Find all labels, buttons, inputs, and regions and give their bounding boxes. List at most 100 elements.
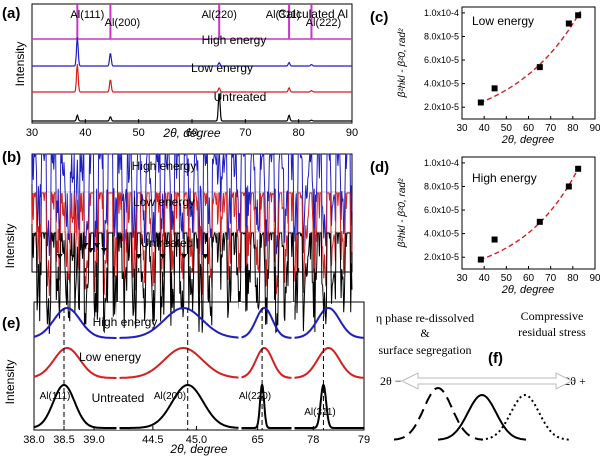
series-untreated-a	[32, 93, 352, 122]
phase-marker-5	[135, 254, 142, 259]
series-untreated-e-seg3	[293, 384, 364, 429]
x-tick-label-d-3: 60	[523, 273, 535, 284]
phase-marker-1	[82, 243, 89, 248]
x-tick-label-a-3: 60	[186, 127, 198, 139]
panel-f-right-text-1: Compressive	[521, 309, 584, 323]
x-tick-label-e-4: 45.0	[186, 434, 207, 446]
panel-e-x-ticks: 38.0 38.5 39.0 44.5 45.0 65 78 79	[23, 426, 370, 446]
panel-c: 30 40 50 60 70 80 90 2.0x10-5 4.0x10-5 6.0x10-5 8.…	[370, 6, 600, 146]
peak-label-al311: Al(311)	[304, 407, 336, 418]
fit-curve-d	[479, 163, 582, 261]
data-point-c-0	[477, 99, 484, 106]
y-tick-label-d-2: 6.0x10-5	[424, 205, 459, 215]
series-label-untreated-a: Untreated	[214, 90, 267, 104]
phase-marker-6	[159, 254, 166, 259]
panel-d-label: (d)	[370, 159, 389, 176]
x-tick-label-c-4: 70	[545, 123, 557, 134]
x-tick-label-a-0: 30	[26, 127, 38, 139]
x-tick-label-e-0: 38.0	[23, 434, 44, 446]
panel-b-markers	[56, 243, 209, 259]
series-low-e-seg3	[293, 347, 364, 379]
panel-c-annotation: Low energy	[472, 14, 534, 28]
data-point-c-2	[536, 64, 543, 71]
panel-f-label: (f)	[488, 350, 503, 367]
panel-f: η phase re-dissolved & surface segregati…	[376, 309, 586, 441]
x-tick-label-a-4: 70	[239, 127, 251, 139]
reference-label-0: Al(111)	[70, 9, 104, 21]
data-point-d-4	[575, 165, 582, 172]
series-label-high-b: High energy	[132, 159, 197, 173]
panel-c-ylabel: β²hkl - β²0, rad²	[397, 28, 408, 98]
phase-marker-8	[202, 254, 209, 259]
series-untreated-e-seg2	[240, 384, 293, 429]
panel-e-frame	[33, 301, 365, 431]
data-point-d-0	[477, 256, 484, 263]
panel-d-plot: 30 40 50 60 70 80 90 2.0x10-5 4.0x10-5 6.0x10-5 8.…	[424, 158, 600, 284]
panel-d-ylabel: β²hkl - β²0, rad²	[397, 178, 408, 248]
panel-c-label: (c)	[370, 9, 388, 26]
phase-marker-7	[181, 254, 187, 259]
x-tick-label-d-1: 40	[479, 273, 491, 284]
reference-label-2: Al(220)	[201, 9, 236, 21]
data-point-c-1	[491, 85, 498, 92]
peak-reference	[437, 393, 527, 441]
series-low-b	[31, 192, 353, 297]
reference-label-4: Al(222)	[306, 17, 341, 29]
y-tick-label-c-0: 2.0x10-5	[424, 102, 459, 112]
series-label-untreated-e: Untreated	[92, 391, 145, 405]
x-tick-label-c-2: 50	[501, 123, 513, 134]
series-high-e-seg3	[293, 307, 364, 339]
peak-label-al220: Al(220)	[239, 391, 271, 402]
panel-e-label: (e)	[2, 315, 20, 332]
panel-c-xlabel: 2θ, degree	[501, 134, 554, 146]
x-tick-label-e-3: 44.5	[142, 434, 163, 446]
panel-f-left-text-3: surface segregation	[379, 343, 472, 357]
panel-e-ylabel: Intensity	[3, 360, 17, 405]
reference-label-3: Al(311)	[266, 9, 301, 21]
panel-b: (b) Intensity High energy Low energy Unt…	[2, 149, 353, 335]
x-tick-label-d-6: 90	[589, 273, 600, 284]
data-point-c-3	[565, 20, 572, 27]
series-high-a	[32, 37, 352, 67]
x-tick-label-e-5: 65	[252, 434, 264, 446]
peak-shifted-right	[480, 393, 570, 441]
y-tick-label-d-0: 2.0x10-5	[424, 252, 459, 262]
phase-marker-2	[87, 248, 94, 253]
double-arrow-icon	[400, 372, 574, 390]
series-label-low-b: Low energy	[133, 195, 195, 209]
x-tick-label-e-2: 39.0	[83, 434, 104, 446]
series-label-high-e: High energy	[93, 315, 158, 329]
panel-d-annotation: High energy	[472, 171, 537, 185]
panel-b-ylabel: Intensity	[3, 224, 17, 269]
data-point-c-4	[575, 12, 582, 19]
panel-f-plus-label: 2θ +	[564, 374, 586, 388]
series-high-e-seg0	[33, 307, 118, 339]
panel-a-label: (a)	[2, 5, 20, 22]
series-low-a	[32, 64, 352, 93]
panel-a-reference-lines: Al(111)Al(200) Al(220) Al(311) Al(222)	[32, 4, 352, 40]
data-point-d-2	[536, 218, 543, 225]
series-low-e-seg2	[239, 347, 293, 379]
series-low-e-seg1	[118, 347, 241, 379]
peak-label-al111: Al(111)	[40, 391, 71, 402]
series-high-b	[31, 152, 353, 257]
peak-shifted-left	[393, 386, 483, 441]
panel-f-left-text-1: η phase re-dissolved	[376, 311, 474, 325]
series-high-e-seg1	[118, 307, 241, 339]
panel-f-drawing	[393, 372, 574, 441]
series-untreated-e-seg0	[33, 384, 118, 429]
data-point-d-1	[491, 236, 498, 243]
panel-d: 30 40 50 60 70 80 90 2.0x10-5 4.0x10-5 6.0x10-5 8.…	[370, 156, 600, 296]
x-tick-label-d-0: 30	[456, 273, 468, 284]
panel-d-xlabel: 2θ, degree	[501, 284, 554, 296]
y-tick-label-c-3: 8.0x10-5	[424, 31, 459, 41]
phase-marker-3	[94, 243, 101, 248]
panel-b-traces	[31, 152, 353, 335]
series-label-calc-a: Calculated Al	[278, 7, 348, 21]
panel-b-x-ticks	[31, 268, 353, 272]
panel-e-traces	[33, 302, 364, 430]
y-tick-label-d-4: 1.0x10-4	[424, 158, 459, 168]
x-tick-label-d-4: 70	[545, 273, 557, 284]
x-tick-label-c-5: 80	[567, 123, 579, 134]
panel-e-xlabel: 2θ, degree	[169, 442, 228, 456]
